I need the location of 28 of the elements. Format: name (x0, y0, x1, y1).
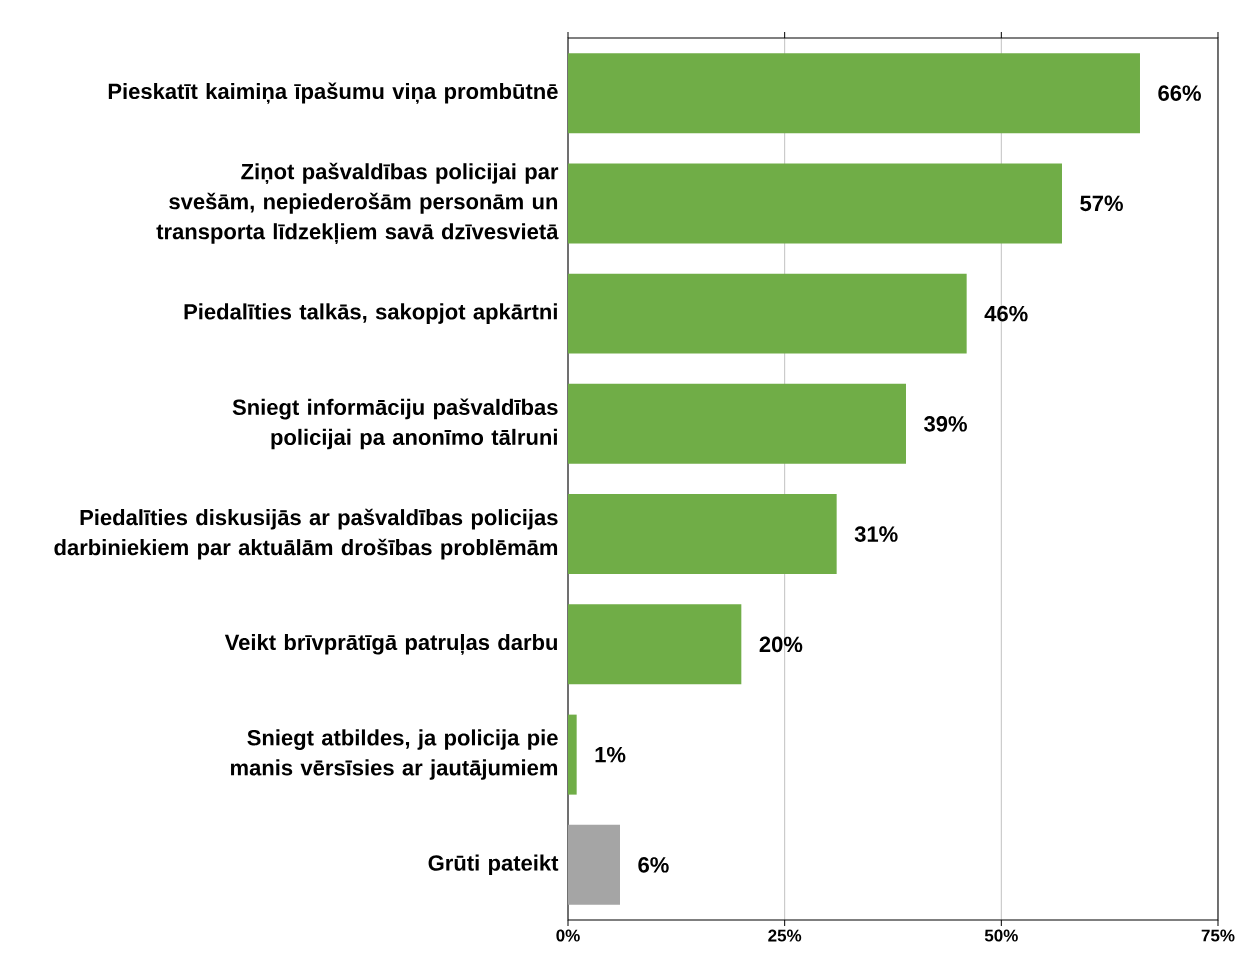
y-tick-label: Veikt brīvprātīgā patruļas darbu (224, 633, 557, 655)
bar (568, 494, 837, 575)
data-label: 31% (854, 526, 898, 542)
bar (568, 604, 742, 685)
y-tick-label: Piedalīties diskusijās ar pašvaldības policijas darbiniekiem par aktuālām drošības problēmām (54, 508, 558, 560)
data-label: 66% (1158, 85, 1201, 101)
bar (568, 53, 1140, 134)
data-label: 1% (595, 746, 626, 763)
data-label: 46% (984, 305, 1028, 322)
data-label: 57% (1080, 195, 1123, 212)
x-tick-label: 75% (1201, 929, 1235, 942)
data-label: 6% (638, 857, 669, 873)
y-tick-label: Ziņot pašvaldības policijai par svešām, nepiederošām personām un transporta līdzekļiem savā dzīvesvietā (156, 162, 559, 245)
x-tick-label: 0% (556, 929, 580, 942)
bar (568, 273, 967, 354)
x-tick-label: 25% (768, 929, 802, 942)
y-tick-label: Grūti pateikt (428, 854, 559, 876)
bar (568, 714, 577, 795)
y-tick-label: Sniegt informāciju pašvaldības policijai pa anonīmo tālruni (232, 398, 558, 450)
y-tick-label: Piedalīties talkās, sakopjot apkārtni (184, 303, 557, 324)
bar (568, 163, 1062, 244)
y-tick-label: Sniegt atbildes, ja policija pie manis vērsīsies ar jautājumiem (230, 729, 558, 780)
x-tick-label: 50% (984, 929, 1018, 942)
data-label: 20% (759, 636, 803, 653)
y-tick-label: Pieskatīt kaimiņa īpašumu viņa prombūtnē (108, 82, 558, 104)
bar (568, 824, 620, 905)
bar (568, 383, 906, 464)
data-label: 39% (924, 416, 967, 432)
